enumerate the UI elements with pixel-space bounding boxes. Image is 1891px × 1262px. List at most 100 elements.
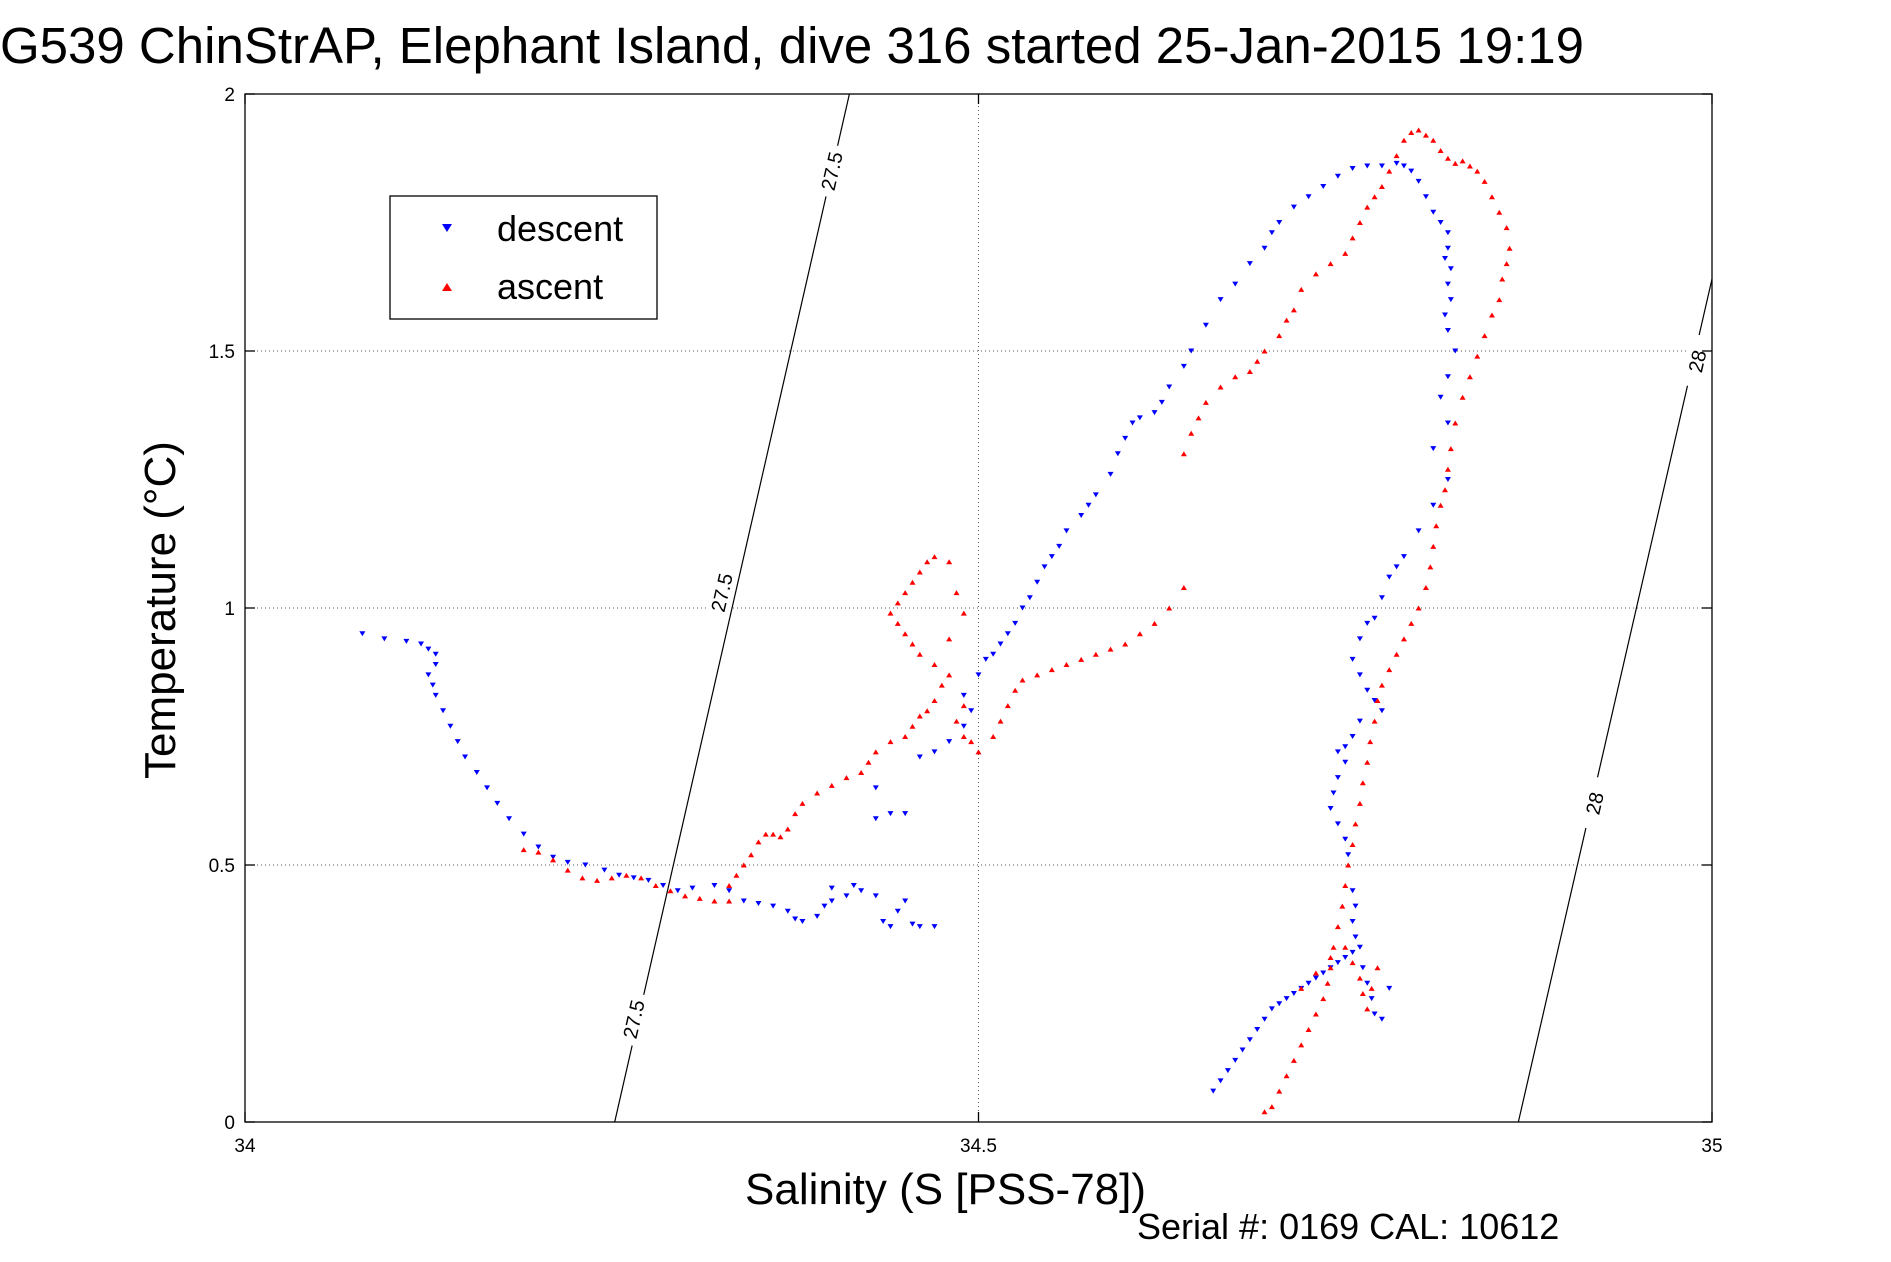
- ascent-point: [638, 875, 645, 881]
- descent-point: [916, 924, 923, 930]
- descent-point: [1312, 975, 1319, 981]
- ascent-point: [696, 895, 703, 901]
- descent-point: [821, 903, 828, 909]
- ascent-point: [1352, 821, 1359, 827]
- descent-point: [616, 872, 623, 878]
- descent-point: [1180, 363, 1187, 369]
- descent-point: [1330, 790, 1337, 796]
- ascent-point: [1442, 487, 1449, 493]
- ascent-point: [726, 898, 733, 904]
- ascent-point: [843, 775, 850, 781]
- ascent-point: [1371, 718, 1378, 724]
- ascent-point: [1312, 271, 1319, 277]
- ascent-point: [1012, 687, 1019, 693]
- descent-point: [447, 723, 454, 729]
- descent-point: [440, 708, 447, 714]
- ascent-point: [652, 883, 659, 889]
- descent-point: [1356, 944, 1363, 950]
- descent-point: [660, 883, 667, 889]
- x-axis-label: Salinity (S [PSS-78]): [745, 1165, 1146, 1214]
- ascent-point: [1342, 250, 1349, 256]
- descent-point: [1356, 672, 1363, 678]
- ascent-point: [960, 610, 967, 616]
- descent-point: [1368, 996, 1375, 1002]
- descent-point: [1092, 492, 1099, 498]
- descent-point: [1034, 579, 1041, 585]
- ascent-point: [1298, 286, 1305, 292]
- descent-point: [1364, 980, 1371, 986]
- legend-descent-marker: [442, 224, 452, 232]
- ascent-point: [1488, 194, 1495, 200]
- ascent-point: [1452, 420, 1459, 426]
- descent-point: [494, 800, 501, 806]
- descent-point: [1371, 698, 1378, 704]
- descent-point: [740, 898, 747, 904]
- contour-label-backdrop: [814, 143, 850, 200]
- ascent-point: [1459, 158, 1466, 164]
- ascent-point: [520, 847, 527, 853]
- descent-point: [429, 682, 436, 688]
- descent-point: [1320, 184, 1327, 190]
- ascent-point: [1151, 620, 1158, 626]
- descent-point: [982, 656, 989, 662]
- descent-point: [850, 883, 857, 889]
- descent-point: [960, 723, 967, 729]
- ascent-point: [564, 867, 571, 873]
- descent-point: [828, 898, 835, 904]
- ascent-point: [1364, 1006, 1371, 1012]
- ascent-point: [1386, 667, 1393, 673]
- descent-point: [792, 916, 799, 922]
- descent-point: [1349, 949, 1356, 955]
- ascent-point: [916, 651, 923, 657]
- ascent-point: [1364, 204, 1371, 210]
- descent-point: [1422, 194, 1429, 200]
- ascent-point: [550, 857, 557, 863]
- ascent-point: [1474, 168, 1481, 174]
- ascent-point: [1312, 1011, 1319, 1017]
- contour-label-backdrop: [1577, 775, 1613, 832]
- ascent-point: [894, 620, 901, 626]
- descent-point: [1342, 955, 1349, 961]
- descent-point: [711, 883, 718, 889]
- ascent-point: [1078, 656, 1085, 662]
- ascent-point: [1437, 502, 1444, 508]
- descent-point: [894, 908, 901, 914]
- descent-point: [909, 921, 916, 927]
- contour-label: 28: [1685, 348, 1711, 375]
- descent-point: [1334, 821, 1341, 827]
- descent-point: [1342, 836, 1349, 842]
- descent-point: [887, 811, 894, 817]
- descent-point: [931, 924, 938, 930]
- ascent-point: [1422, 584, 1429, 590]
- ascent-point: [1356, 220, 1363, 225]
- descent-point: [1356, 636, 1363, 642]
- descent-point: [520, 831, 527, 837]
- descent-point: [784, 908, 791, 914]
- density-contour-line: [1517, 278, 1713, 1123]
- ascent-point: [1488, 312, 1495, 318]
- descent-point: [1342, 759, 1349, 765]
- ascent-point: [1342, 944, 1349, 950]
- descent-point: [1114, 451, 1121, 457]
- descent-point: [1268, 1006, 1275, 1012]
- ascent-point: [1496, 297, 1503, 303]
- descent-point: [1320, 970, 1327, 976]
- descent-point: [1430, 209, 1437, 215]
- descent-point: [1447, 297, 1454, 303]
- contour-label-backdrop: [704, 564, 740, 621]
- ascent-point: [1393, 651, 1400, 657]
- ascent-point: [968, 739, 975, 745]
- ascent-point: [1374, 698, 1381, 704]
- descent-point: [1378, 163, 1385, 169]
- descent-point: [1442, 312, 1449, 318]
- descent-point: [1019, 605, 1026, 611]
- descent-point: [1378, 1016, 1385, 1022]
- descent-point: [432, 651, 439, 657]
- descent-point: [1364, 687, 1371, 693]
- descent-point: [381, 636, 388, 642]
- data-points: [359, 127, 1513, 1115]
- descent-point: [1261, 1016, 1268, 1022]
- ascent-point: [924, 708, 931, 714]
- ascent-point: [909, 579, 916, 585]
- ascent-point: [1312, 970, 1319, 976]
